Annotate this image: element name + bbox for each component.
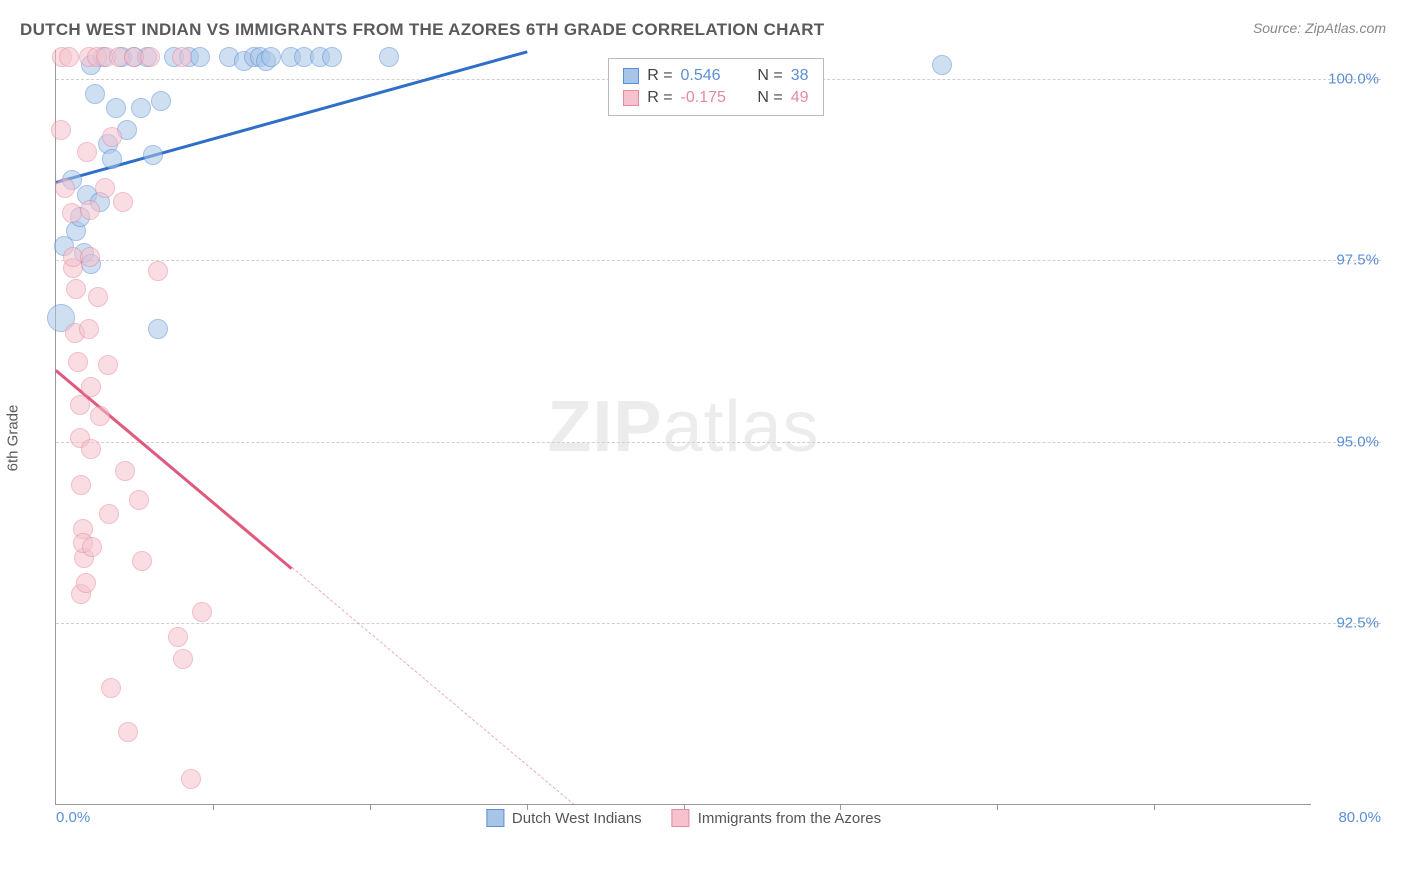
gridline xyxy=(56,260,1381,261)
data-point xyxy=(168,627,188,647)
data-point xyxy=(98,355,118,375)
legend-label: Dutch West Indians xyxy=(512,810,642,827)
data-point xyxy=(70,395,90,415)
data-point xyxy=(173,649,193,669)
data-point xyxy=(115,461,135,481)
y-tick-label: 92.5% xyxy=(1336,614,1379,631)
data-point xyxy=(85,84,105,104)
data-point xyxy=(77,142,97,162)
data-point xyxy=(322,47,342,67)
data-point xyxy=(68,352,88,372)
gridline xyxy=(56,442,1381,443)
stats-box: R = 0.546 N = 38R = -0.175 N = 49 xyxy=(608,58,823,116)
data-point xyxy=(80,247,100,267)
trend-line xyxy=(56,50,528,183)
legend-label: Immigrants from the Azores xyxy=(698,810,881,827)
data-point xyxy=(379,47,399,67)
data-point xyxy=(88,287,108,307)
data-point xyxy=(81,439,101,459)
y-axis-label: 6th Grade xyxy=(5,404,22,471)
data-point xyxy=(118,722,138,742)
data-point xyxy=(62,203,82,223)
y-tick-label: 100.0% xyxy=(1328,71,1379,88)
x-range-label: 0.0% xyxy=(56,809,90,826)
source-attribution: Source: ZipAtlas.com xyxy=(1253,20,1386,36)
stats-row: R = -0.175 N = 49 xyxy=(623,87,808,109)
data-point xyxy=(148,319,168,339)
data-point xyxy=(172,47,192,67)
data-point xyxy=(101,678,121,698)
data-point xyxy=(190,47,210,67)
data-point xyxy=(95,178,115,198)
data-point xyxy=(261,47,281,67)
chart-container: 6th Grade ZIPatlas 100.0%97.5%95.0%92.5%… xyxy=(55,50,1381,825)
x-tick xyxy=(213,804,214,810)
data-point xyxy=(148,261,168,281)
data-point xyxy=(80,200,100,220)
x-tick xyxy=(1154,804,1155,810)
plot-area: ZIPatlas 100.0%97.5%95.0%92.5%0.0%80.0%R… xyxy=(55,50,1311,805)
data-point xyxy=(143,145,163,165)
data-point xyxy=(192,602,212,622)
data-point xyxy=(932,55,952,75)
data-point xyxy=(102,127,122,147)
series-swatch xyxy=(623,68,639,84)
data-point xyxy=(71,475,91,495)
data-point xyxy=(79,319,99,339)
y-tick-label: 97.5% xyxy=(1336,252,1379,269)
data-point xyxy=(82,537,102,557)
data-point xyxy=(140,47,160,67)
data-point xyxy=(151,91,171,111)
legend-swatch xyxy=(486,809,504,827)
watermark: ZIPatlas xyxy=(547,386,819,468)
x-tick xyxy=(997,804,998,810)
data-point xyxy=(99,504,119,524)
legend-item: Immigrants from the Azores xyxy=(672,809,881,827)
x-tick xyxy=(370,804,371,810)
data-point xyxy=(181,769,201,789)
data-point xyxy=(66,279,86,299)
legend: Dutch West Indians Immigrants from the Az… xyxy=(486,809,881,827)
data-point xyxy=(113,192,133,212)
data-point xyxy=(131,98,151,118)
data-point xyxy=(129,490,149,510)
data-point xyxy=(81,377,101,397)
data-point xyxy=(90,406,110,426)
legend-swatch xyxy=(672,809,690,827)
stats-row: R = 0.546 N = 38 xyxy=(623,65,808,87)
legend-item: Dutch West Indians xyxy=(486,809,642,827)
data-point xyxy=(132,551,152,571)
data-point xyxy=(102,149,122,169)
data-point xyxy=(106,98,126,118)
x-range-label: 80.0% xyxy=(1338,809,1381,826)
trend-line xyxy=(291,568,574,806)
series-swatch xyxy=(623,90,639,106)
data-point xyxy=(59,47,79,67)
y-tick-label: 95.0% xyxy=(1336,433,1379,450)
gridline xyxy=(56,623,1381,624)
data-point xyxy=(55,178,75,198)
data-point xyxy=(51,120,71,140)
chart-title: DUTCH WEST INDIAN VS IMMIGRANTS FROM THE… xyxy=(20,20,824,40)
data-point xyxy=(76,573,96,593)
